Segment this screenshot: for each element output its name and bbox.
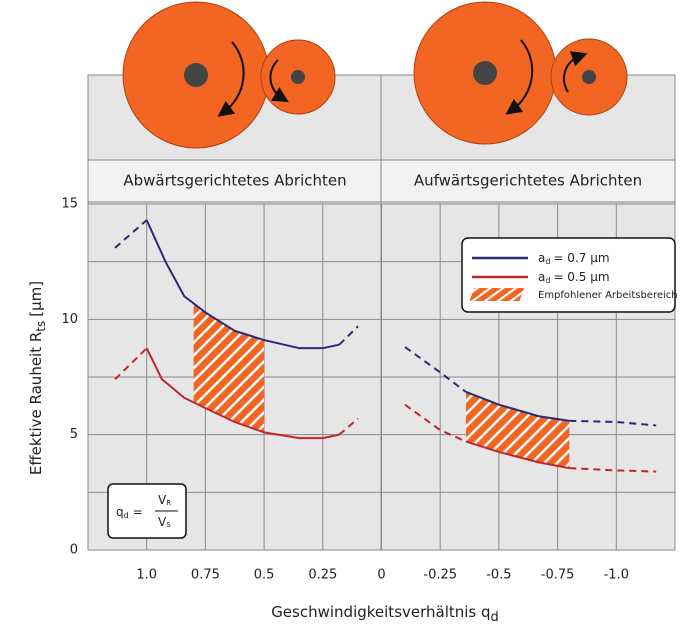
y-axis-label-main: Effektive Rauheit R (27, 332, 45, 475)
legend-swatch (469, 288, 525, 301)
legend-name: a (538, 251, 545, 265)
x-tick-label: 0 (377, 568, 385, 583)
formula-den-v: V (158, 515, 167, 529)
y-tick-label: 10 (61, 312, 78, 327)
formula-eq: = (133, 505, 143, 519)
series-line (338, 325, 359, 346)
formula: qd = VR VS (107, 483, 187, 539)
legend-name-rest: = 0.5 µm (553, 270, 609, 284)
x-tick-label: 0.5 (254, 568, 275, 583)
formula-num-v: V (158, 493, 167, 507)
series-line (404, 346, 467, 393)
x-tick-label: 1.0 (136, 568, 157, 583)
x-tick-label: 0.75 (191, 568, 220, 583)
legend-name: a (538, 270, 545, 284)
y-tick-label: 0 (70, 543, 78, 558)
series-line (145, 219, 340, 350)
panel-title: Abwärtsgerichtetes Abrichten (123, 172, 346, 190)
y-tick-label: 15 (61, 197, 78, 212)
x-tick-label: -0.25 (423, 568, 457, 583)
legend-name-rest: = 0.7 µm (553, 251, 609, 265)
panel-title: Aufwärtsgerichtetes Abrichten (414, 172, 642, 190)
x-tick-label: -0.5 (486, 568, 511, 583)
formula-den-sub: S (166, 521, 171, 529)
y-axis-label-unit: [µm] (27, 281, 45, 317)
gears (122, 1, 628, 149)
series-line (569, 467, 657, 473)
series-line (465, 391, 570, 422)
formula-den: VS (158, 515, 171, 530)
formula-num: VR (158, 493, 171, 508)
formula-num-sub: R (166, 499, 171, 507)
x-tick-label: 0.25 (308, 568, 337, 583)
formula-q-sub: d (124, 511, 129, 520)
series-line (114, 347, 148, 381)
x-tick-label: -1.0 (604, 568, 629, 583)
x-axis-label-main: Geschwindigkeitsverhältnis q (271, 603, 490, 621)
legend-label: ad = 0.5 µm (538, 270, 610, 285)
y-axis-label: Effektive Rauheit Rts [µm] (27, 281, 48, 475)
formula-q: q (116, 505, 124, 519)
legend-label: ad = 0.7 µm (538, 251, 610, 266)
series-line (338, 417, 359, 436)
y-tick-label: 5 (70, 427, 78, 442)
y-axis-label-sub: ts (34, 321, 48, 332)
x-axis-label: Geschwindigkeitsverhältnis qd (271, 603, 499, 625)
legend-name-sub: d (545, 257, 550, 266)
legend-label: Empfohlener Arbeitsbereich (538, 290, 678, 301)
recommended-region (193, 303, 265, 433)
series-line (465, 440, 570, 470)
series-line (569, 419, 657, 427)
legend-name-sub: d (545, 276, 550, 285)
x-axis-label-sub: d (491, 610, 499, 625)
series-line (404, 403, 467, 443)
series-line (145, 347, 340, 440)
formula-lhs: qd = (116, 505, 143, 520)
x-tick-label: -0.75 (541, 568, 575, 583)
